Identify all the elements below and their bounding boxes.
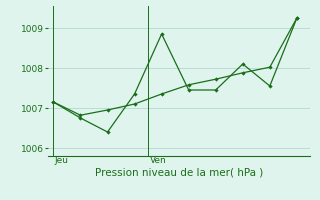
X-axis label: Pression niveau de la mer( hPa ): Pression niveau de la mer( hPa ) <box>95 167 263 177</box>
Text: Jeu: Jeu <box>55 156 69 165</box>
Text: Ven: Ven <box>149 156 166 165</box>
